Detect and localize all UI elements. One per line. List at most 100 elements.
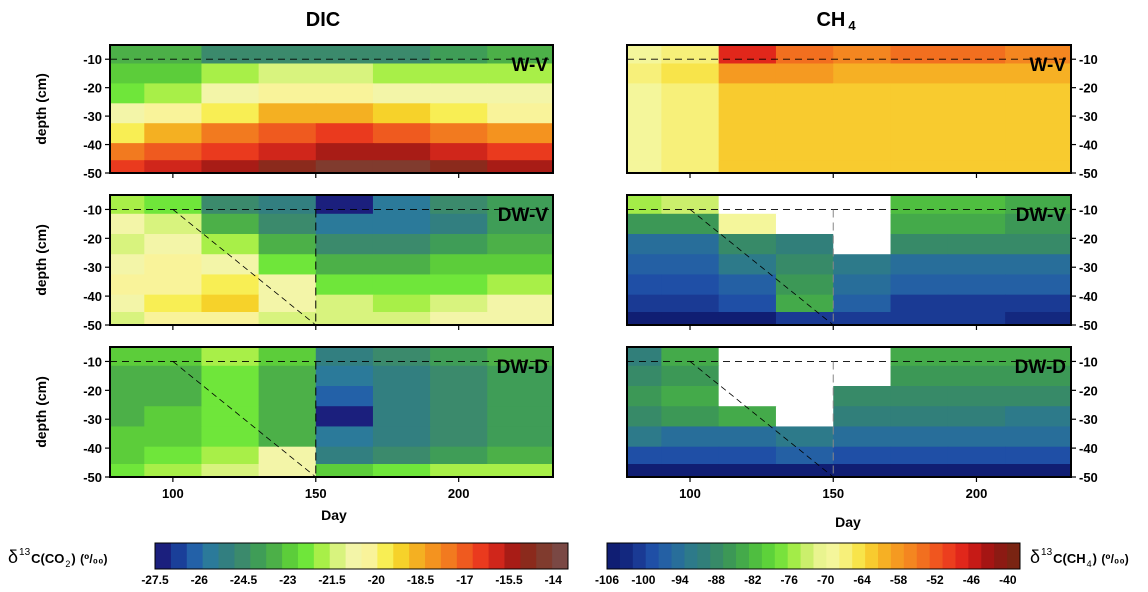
heatmap-cell: [487, 446, 553, 465]
heatmap-cell: [1005, 213, 1071, 235]
heatmap-cell: [201, 426, 260, 448]
heatmap-cell: [661, 294, 720, 313]
colorbar-tick-label: -46: [963, 573, 981, 587]
panel-frame: [109, 346, 554, 478]
heatmap-cell: [627, 464, 662, 477]
heatmap-cell: [144, 254, 203, 276]
heatmap-cell: [258, 446, 317, 465]
heatmap-cell: [258, 274, 317, 296]
colorbar-tick-label: -100: [631, 573, 655, 587]
heatmap-cell: [1005, 254, 1071, 276]
panel-label: W-V: [1029, 55, 1066, 76]
colorbar-swatch: [852, 543, 866, 569]
heatmap-cell: [718, 213, 777, 235]
heatmap-cell: [947, 83, 1006, 104]
heatmap-cell: [110, 294, 145, 313]
heatmap-cell: [110, 83, 145, 104]
heatmap-cell: [110, 274, 145, 296]
heatmap-cell: [315, 386, 374, 407]
colorbar-swatch: [981, 543, 995, 569]
colorbar-swatch: [813, 543, 827, 569]
heatmap-cell: [372, 386, 431, 407]
heatmap-cell: [110, 254, 145, 276]
panel-label: DW-V: [1016, 205, 1067, 226]
heatmap-cells: [110, 195, 553, 325]
colorbar-swatch: [929, 543, 944, 569]
heatmap-cell: [627, 426, 662, 448]
heatmap-cell: [144, 103, 203, 124]
heatmap-cell: [315, 63, 374, 84]
heatmap-cell: [201, 254, 260, 276]
heatmap-cell: [487, 103, 553, 124]
colorbar-swatch: [202, 543, 220, 569]
heatmap-cell: [661, 234, 720, 255]
heatmap-cell: [430, 254, 488, 276]
reference-line-diagonal: [172, 361, 317, 478]
colorbar-swatch: [218, 543, 235, 569]
heatmap-cell: [890, 123, 949, 144]
y-axis-label: depth (cm): [33, 376, 49, 448]
heatmap-cell: [890, 446, 949, 465]
heatmap-cell: [258, 464, 317, 477]
colorbar-swatch: [787, 543, 802, 569]
colorbar-swatch: [916, 543, 931, 569]
heatmap-cell: [315, 406, 374, 428]
heatmap-cells: [110, 45, 553, 173]
reference-line-diagonal: [172, 209, 317, 326]
colorbar-swatch: [266, 543, 283, 569]
heatmap-cell: [947, 294, 1006, 313]
heatmap-cell: [487, 83, 553, 104]
panel-frame: [109, 194, 554, 326]
heatmap-cell: [833, 83, 892, 104]
heatmap-cell: [315, 234, 374, 255]
colorbar-swatch: [903, 543, 918, 569]
panel-dic-w-v: W-V -10 -20 -30 -40 -50 depth (cm): [33, 44, 554, 181]
heatmap-cell: [775, 213, 834, 235]
heatmap-cell: [890, 254, 949, 276]
heatmap-cell: [144, 143, 203, 161]
y-tick-label: -30: [1079, 412, 1098, 427]
heatmap-cell: [110, 234, 145, 255]
heatmap-cell: [1005, 426, 1071, 448]
heatmap-cell: [947, 312, 1006, 325]
heatmap-cell: [661, 446, 720, 465]
colorbar-swatch: [658, 543, 673, 569]
heatmap-cell: [890, 63, 949, 84]
heatmap-cell: [627, 123, 662, 144]
colorbar-swatch: [800, 543, 814, 569]
heatmap-cell: [661, 123, 720, 144]
heatmap-cell: [890, 426, 949, 448]
colorbar-tick-label: -52: [926, 573, 944, 587]
heatmap-cell: [430, 103, 488, 124]
colorbar-swatch: [890, 543, 905, 569]
colorbar-swatch: [155, 543, 172, 569]
heatmap-cell: [315, 254, 374, 276]
colorbar-frame: [154, 542, 569, 570]
x-tick-label: 100: [679, 486, 701, 501]
colorbar-tick-label: -64: [853, 573, 871, 587]
heatmap-cell: [627, 406, 662, 428]
heatmap-cell: [833, 123, 892, 144]
heatmap-cell: [627, 312, 662, 325]
y-tick-label: -50: [83, 166, 102, 181]
heatmap-cell: [1005, 123, 1071, 144]
heatmap-cell: [258, 347, 317, 367]
heatmap-cell: [718, 83, 777, 104]
heatmap-cell: [627, 83, 662, 104]
panel-ch4-w-v: W-V -10 -20 -30 -40 -50: [626, 44, 1098, 181]
colorbar-swatch: [736, 543, 750, 569]
colorbar-tick-label: -15.5: [495, 573, 523, 587]
y-tick-label: -10: [1079, 354, 1098, 369]
colorbar-tick-label: -23: [279, 573, 297, 587]
colorbar-swatch: [607, 543, 621, 569]
colorbar-swatch: [994, 543, 1008, 569]
heatmap-cell: [833, 365, 892, 387]
heatmap-cell: [833, 143, 892, 161]
heatmap-cell: [372, 213, 431, 235]
heatmap-cell: [430, 213, 488, 235]
heatmap-cell: [372, 160, 431, 173]
heatmap-cell: [833, 254, 892, 276]
dic-title: DIC: [306, 9, 340, 31]
heatmap-cell: [661, 406, 720, 428]
heatmap-cell: [258, 123, 317, 144]
